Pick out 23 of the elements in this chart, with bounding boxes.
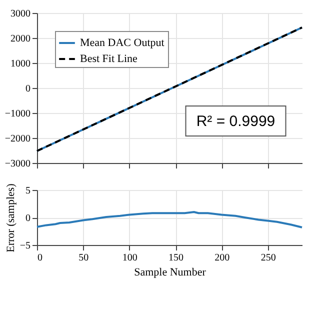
y-tick-label: −2000 [4, 134, 30, 144]
x-tick-label: 250 [260, 252, 276, 264]
y-tick-label: 0 [26, 84, 30, 94]
x-tick-label: 100 [122, 252, 138, 264]
y-tick-label: 1000 [10, 58, 30, 70]
y-tick-label: 0 [26, 213, 30, 224]
legend-label: Mean DAC Output [80, 37, 164, 49]
y-tick-label: −3000 [4, 158, 30, 170]
x-tick-label: 200 [214, 252, 230, 264]
y-tick-label: 5 [26, 186, 30, 196]
x-tick-label: 150 [168, 252, 184, 264]
y-tick-label: −5 [20, 240, 30, 252]
x-tick-label: 50 [78, 252, 89, 264]
line-series [36, 26, 303, 152]
x-tick-label: 0 [38, 252, 42, 264]
y-axis-title: Error (samples) [4, 183, 17, 252]
legend-label: Best Fit Line [80, 53, 138, 65]
y-tick-label: 2000 [10, 34, 30, 44]
annotation: R² = 0.9999 [196, 113, 276, 130]
y-tick-label: 3000 [10, 8, 30, 20]
y-tick-label: −1000 [4, 108, 30, 120]
x-axis-title: Sample Number [134, 266, 206, 278]
line-series [36, 211, 303, 228]
